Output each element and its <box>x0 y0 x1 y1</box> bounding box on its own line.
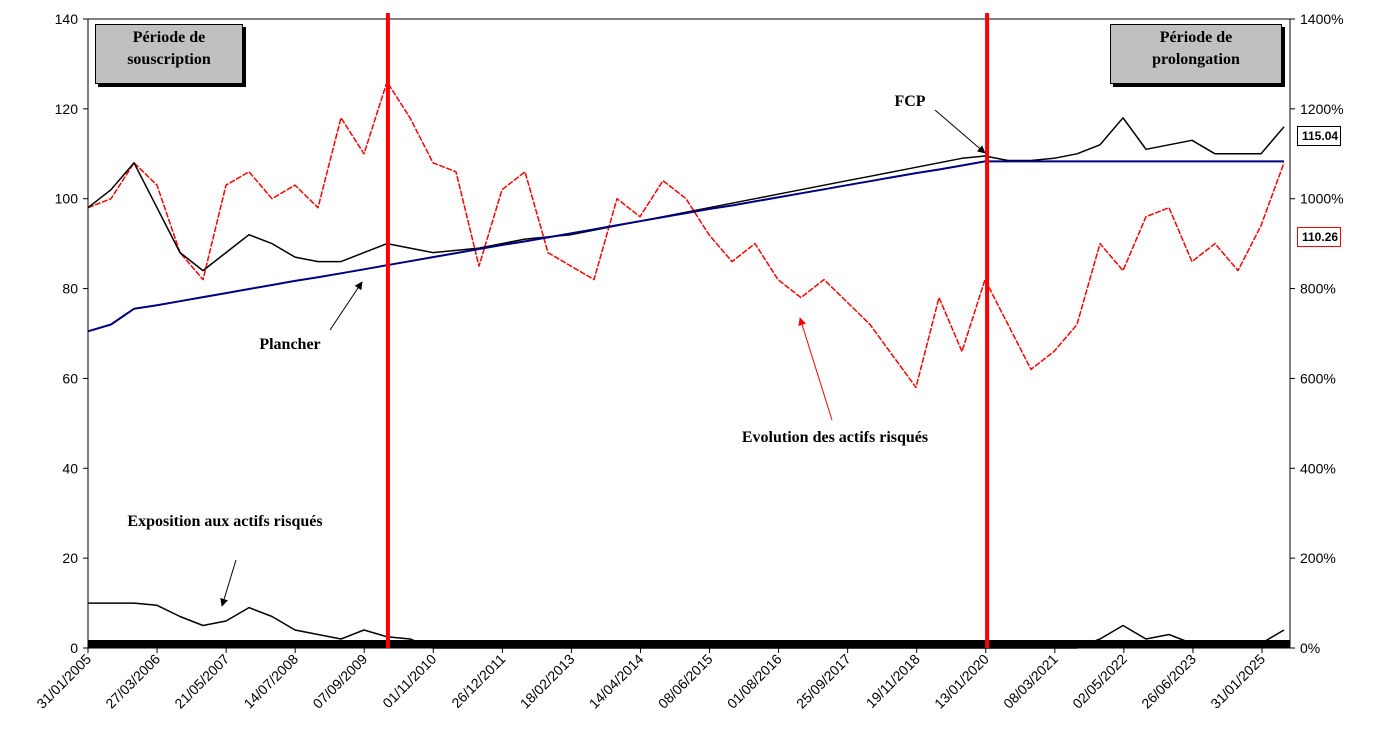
series-line <box>88 602 1285 649</box>
end-label: 115.04 <box>1297 126 1341 146</box>
x-tick-label: 08/06/2015 <box>655 651 716 712</box>
end-label: 110.26 <box>1297 227 1341 247</box>
series-line <box>87 160 1284 333</box>
plot-area <box>87 18 1291 649</box>
x-tick-label: 21/05/2007 <box>171 651 232 712</box>
x-tick-label: 26/12/2011 <box>448 651 508 711</box>
y2-tick-label: 1400% <box>1300 11 1344 27</box>
label-arrow <box>798 317 833 421</box>
period-box: Période de souscription <box>95 24 243 84</box>
x-tick-label: 02/05/2022 <box>1069 651 1130 712</box>
y2-tick-label: 400% <box>1300 460 1336 476</box>
series-line <box>87 81 1285 389</box>
y2-tick-label: 600% <box>1300 370 1336 386</box>
y2-tick-label: 200% <box>1300 550 1336 566</box>
x-tick-label: 01/11/2010 <box>379 651 439 711</box>
series-label: Plancher <box>259 336 321 353</box>
y-tick-label: 140 <box>55 11 79 27</box>
label-arrow <box>934 109 986 154</box>
x-tick-label: 13/01/2020 <box>931 651 992 712</box>
y2-tick-label: 1200% <box>1300 101 1344 117</box>
y-tick-label: 80 <box>62 281 78 297</box>
y-tick-label: 120 <box>55 101 79 117</box>
x-tick-label: 18/02/2013 <box>517 651 578 712</box>
x-tick-label: 08/03/2021 <box>1000 651 1061 712</box>
x-tick-label: 25/09/2017 <box>793 651 854 712</box>
y2-tick-label: 0% <box>1300 640 1320 656</box>
period-box: Période de prolongation <box>1110 24 1282 84</box>
y-tick-label: 0 <box>70 640 78 656</box>
y-tick-label: 60 <box>62 370 78 386</box>
series-label: Exposition aux actifs risqués <box>127 513 323 530</box>
x-tick-label: 07/09/2009 <box>309 651 370 712</box>
x-tick-label: 14/07/2008 <box>240 651 301 712</box>
label-arrow <box>220 559 237 607</box>
series-label: Evolution des actifs risqués <box>741 429 929 446</box>
series-label: FCP <box>894 93 926 110</box>
baseline-band <box>88 640 1290 648</box>
y2-tick-label: 800% <box>1300 281 1336 297</box>
x-tick-label: 31/01/2005 <box>33 651 94 712</box>
x-tick-label: 19/11/2018 <box>863 651 923 711</box>
x-tick-label: 01/08/2016 <box>724 651 785 712</box>
x-tick-label: 27/03/2006 <box>102 651 163 712</box>
y-tick-label: 20 <box>62 550 78 566</box>
y2-tick-label: 1000% <box>1300 191 1344 207</box>
x-tick-label: 31/01/2025 <box>1207 651 1268 712</box>
x-tick-label: 14/04/2014 <box>586 651 647 712</box>
y-tick-label: 40 <box>62 460 78 476</box>
x-tick-label: 26/06/2023 <box>1138 651 1199 712</box>
y-tick-label: 100 <box>55 191 79 207</box>
label-arrow <box>329 281 363 331</box>
